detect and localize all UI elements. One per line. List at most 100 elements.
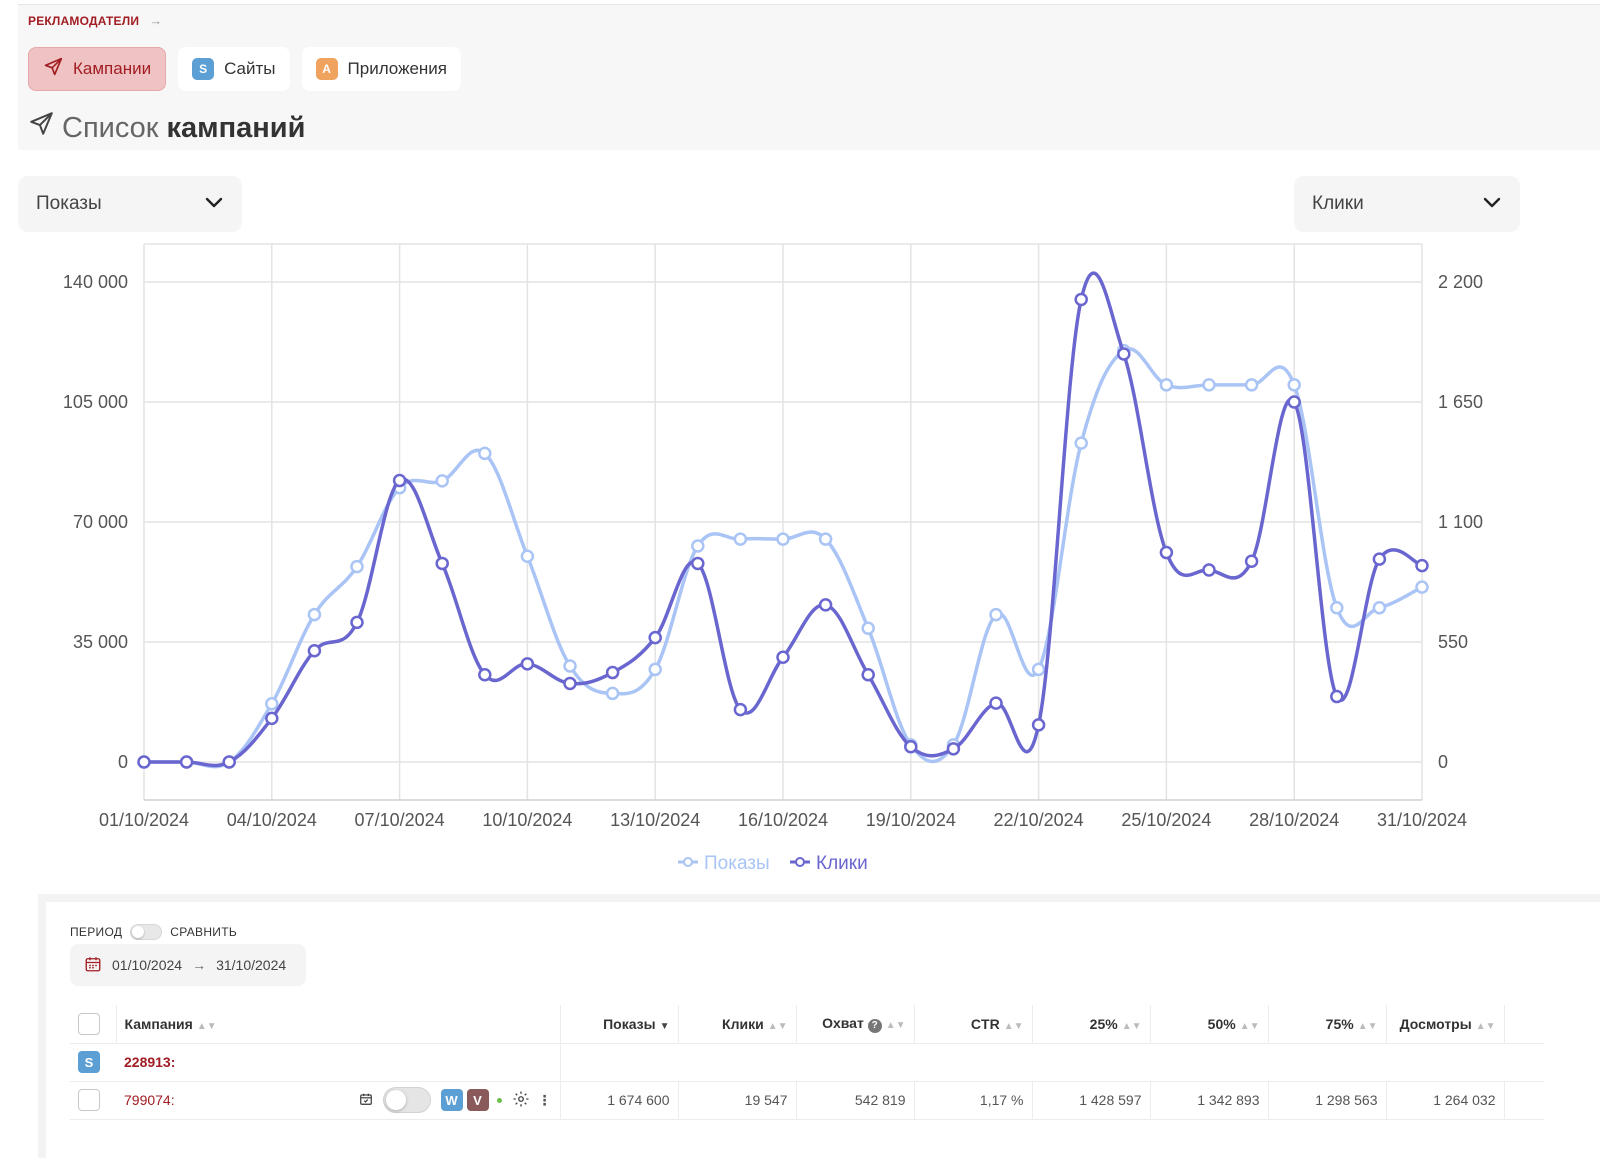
select-all-checkbox[interactable] bbox=[78, 1012, 100, 1035]
col-ctr[interactable]: CTR ▲▼ bbox=[914, 1005, 1033, 1044]
data-point-clicks bbox=[1074, 292, 1088, 307]
left-metric-select[interactable]: Показы bbox=[18, 176, 242, 232]
page-title-light: Список bbox=[62, 111, 159, 144]
legend-label-clicks: Клики bbox=[816, 853, 868, 874]
group-badge-cell: S bbox=[70, 1043, 116, 1082]
col-shows[interactable]: Показы ▼ bbox=[560, 1005, 679, 1044]
data-point-shows bbox=[1074, 436, 1088, 450]
date-to: 31/10/2024 bbox=[216, 957, 287, 973]
col-50[interactable]: 50% ▲▼ bbox=[1150, 1005, 1269, 1044]
x-tick-label: 28/10/2024 bbox=[1249, 810, 1339, 830]
col-views-complete[interactable]: Досмотры ▲▼ bbox=[1386, 1005, 1505, 1044]
legend-marker-shows bbox=[683, 857, 693, 867]
campaigns-table: Кампания ▲▼ Показы ▼ Клики ▲▼ Охват ? ▲▼ CTR… bbox=[70, 1005, 1544, 1120]
data-point-shows bbox=[691, 539, 705, 553]
col-75[interactable]: 75% ▲▼ bbox=[1268, 1005, 1387, 1044]
campaign-active-toggle[interactable] bbox=[382, 1087, 431, 1113]
data-point-clicks bbox=[265, 711, 279, 726]
data-point-shows bbox=[1287, 378, 1301, 392]
data-point-clicks bbox=[137, 755, 151, 769]
y-right-tick-label: 2 200 bbox=[1438, 272, 1483, 292]
cell-clicks: 19 547 bbox=[678, 1081, 797, 1120]
data-point-clicks bbox=[691, 556, 705, 571]
sort-icon: ▲▼ bbox=[1475, 1020, 1496, 1032]
tab-sites[interactable]: S Сайты bbox=[178, 47, 290, 91]
period-row: ПЕРИОД СРАВНИТЬ bbox=[70, 924, 237, 940]
data-point-shows bbox=[350, 559, 364, 574]
data-point-clicks bbox=[563, 676, 577, 691]
header-panel: РЕКЛАМОДАТЕЛИ → Кампании S Сайты A Прило… bbox=[18, 4, 1600, 150]
row-checkbox[interactable] bbox=[78, 1089, 100, 1111]
tab-sites-label: Сайты bbox=[224, 59, 276, 78]
date-range-picker[interactable]: 01/10/2024 → 31/10/2024 bbox=[70, 944, 306, 986]
tab-campaigns[interactable]: Кампании bbox=[28, 47, 167, 91]
page-title-bold: кампаний bbox=[166, 111, 306, 144]
gear-icon[interactable] bbox=[512, 1090, 530, 1111]
campaign-link[interactable]: 799074: bbox=[124, 1092, 175, 1108]
data-point-shows bbox=[989, 607, 1003, 622]
cell-views-complete: 1 264 032 bbox=[1386, 1081, 1505, 1120]
help-icon[interactable]: ? bbox=[867, 1018, 882, 1033]
tab-apps[interactable]: A Приложения bbox=[301, 47, 461, 91]
data-point-clicks bbox=[861, 667, 875, 682]
col-campaign[interactable]: Кампания ▲▼ bbox=[116, 1005, 561, 1044]
data-point-clicks bbox=[776, 650, 790, 665]
table-header-row: Кампания ▲▼ Показы ▼ Клики ▲▼ Охват ? ▲▼ CTR… bbox=[70, 1005, 1544, 1044]
col-reach-label: Охват bbox=[822, 1014, 864, 1031]
left-metric-value: Показы bbox=[36, 193, 102, 214]
data-point-clicks bbox=[605, 665, 620, 680]
compare-toggle[interactable] bbox=[130, 924, 163, 940]
data-point-clicks bbox=[1244, 554, 1259, 569]
calendar-icon[interactable] bbox=[359, 1092, 373, 1109]
data-point-shows bbox=[1031, 662, 1046, 677]
more-vertical-icon[interactable]: ⋮ bbox=[537, 1092, 552, 1108]
col-shows-label: Показы bbox=[603, 1015, 656, 1032]
period-label: ПЕРИОД bbox=[70, 925, 123, 939]
data-point-shows bbox=[1415, 580, 1429, 594]
data-point-clicks bbox=[350, 615, 364, 630]
data-point-clicks bbox=[1372, 552, 1387, 566]
right-metric-select[interactable]: Клики bbox=[1294, 176, 1520, 232]
cell-25: 1 428 597 bbox=[1032, 1081, 1151, 1120]
data-point-shows bbox=[605, 686, 620, 701]
group-row: S 228913: bbox=[70, 1043, 1544, 1082]
date-from: 01/10/2024 bbox=[112, 957, 183, 973]
col-reach[interactable]: Охват ? ▲▼ bbox=[796, 1005, 915, 1044]
data-point-clicks bbox=[222, 755, 236, 769]
data-point-clicks bbox=[904, 739, 918, 754]
sort-icon: ▲▼ bbox=[1239, 1020, 1260, 1032]
col-75-label: 75% bbox=[1325, 1015, 1354, 1032]
x-tick-label: 16/10/2024 bbox=[738, 810, 828, 830]
sort-icon: ▲▼ bbox=[196, 1020, 217, 1032]
data-point-shows bbox=[307, 607, 322, 622]
data-point-shows bbox=[818, 532, 833, 546]
data-point-clicks bbox=[1415, 558, 1429, 573]
data-point-shows bbox=[1159, 378, 1174, 392]
cell-shows: 1 674 600 bbox=[560, 1081, 679, 1120]
x-tick-label: 07/10/2024 bbox=[355, 810, 445, 830]
sort-icon: ▲▼ bbox=[1121, 1020, 1142, 1032]
data-point-shows bbox=[648, 662, 662, 677]
data-point-shows bbox=[861, 621, 875, 636]
tab-apps-label: Приложения bbox=[347, 59, 447, 78]
col-views-complete-label: Досмотры bbox=[1399, 1015, 1472, 1032]
y-right-tick-label: 0 bbox=[1438, 752, 1448, 772]
stats-panel: ПЕРИОД СРАВНИТЬ 01/10/2024 → 31/10/2024 … bbox=[38, 894, 1600, 1158]
data-point-shows bbox=[1330, 600, 1344, 615]
breadcrumb-arrow-icon: → bbox=[149, 13, 163, 28]
group-id[interactable]: 228913: bbox=[124, 1054, 176, 1070]
site-badge-icon: S bbox=[78, 1051, 100, 1073]
col-25[interactable]: 25% ▲▼ bbox=[1032, 1005, 1151, 1044]
x-tick-label: 25/10/2024 bbox=[1121, 810, 1211, 830]
status-dot bbox=[496, 1097, 502, 1103]
col-clicks[interactable]: Клики ▲▼ bbox=[678, 1005, 797, 1044]
x-tick-label: 22/10/2024 bbox=[994, 810, 1084, 830]
data-point-clicks bbox=[1202, 563, 1216, 577]
data-point-clicks bbox=[1159, 545, 1174, 560]
chevron-down-icon bbox=[204, 193, 224, 215]
data-point-shows bbox=[776, 532, 790, 546]
breadcrumb-advertisers[interactable]: РЕКЛАМОДАТЕЛИ bbox=[28, 13, 140, 28]
table-row: 799074: W V ⋮ 1 bbox=[70, 1081, 1544, 1120]
legend-marker-clicks bbox=[795, 857, 805, 867]
data-point-shows bbox=[1202, 378, 1216, 392]
